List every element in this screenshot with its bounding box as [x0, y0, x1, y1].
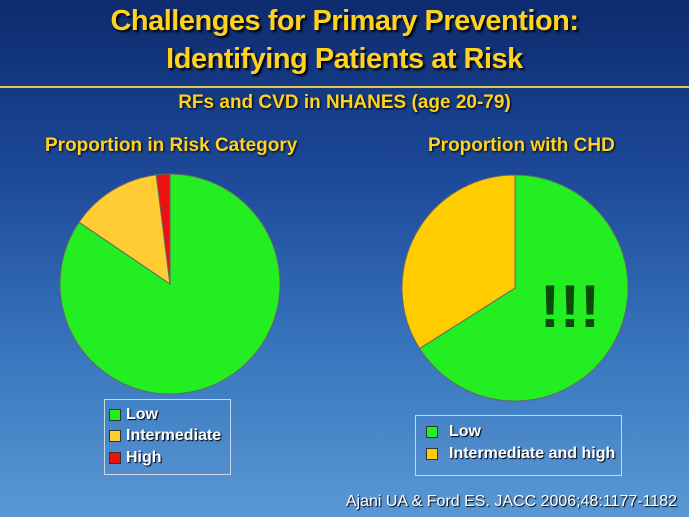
legend-swatch-low [109, 409, 121, 421]
pie-chart-risk-category [59, 173, 281, 395]
legend-risk-category: Low Intermediate High [104, 399, 231, 475]
legend-label-intermediate: Intermediate [126, 427, 222, 444]
legend-item-high: High [109, 449, 162, 467]
legend-item-low: Low [426, 423, 481, 441]
chd-slice-intermediate-and-high [401, 174, 516, 350]
legend-chd: Low Intermediate and high [415, 415, 622, 476]
legend-swatch-intermediate [109, 430, 121, 442]
legend-swatch-low [426, 426, 438, 438]
chd-slice-low [418, 174, 629, 402]
slide-subtitle: RFs and CVD in NHANES (age 20-79) [178, 92, 511, 113]
chart-title-chd: Proportion with CHD [428, 135, 615, 156]
chart-title-risk-category: Proportion in Risk Category [45, 135, 298, 156]
legend-label-high: High [126, 449, 162, 466]
legend-item-low: Low [109, 406, 158, 424]
exclamation-annotation: !!! [540, 273, 600, 340]
legend-label-intermediate-high: Intermediate and high [449, 445, 616, 462]
pie-chart-chd [401, 174, 629, 402]
legend-swatch-intermediate-high [426, 448, 438, 460]
legend-label-low: Low [126, 406, 158, 423]
legend-label-low: Low [449, 423, 481, 440]
legend-item-intermediate-high: Intermediate and high [426, 445, 615, 463]
title-line-1: Challenges for Primary Prevention: [110, 5, 579, 37]
slide-title: Challenges for Primary Prevention: Ident… [0, 2, 689, 78]
title-line-2: Identifying Patients at Risk [166, 43, 523, 75]
risk-slice-high [155, 173, 171, 285]
legend-item-intermediate: Intermediate [109, 427, 221, 445]
citation: Ajani UA & Ford ES. JACC 2006;48:1177-11… [345, 493, 677, 510]
legend-swatch-high [109, 452, 121, 464]
title-divider [0, 86, 689, 88]
risk-slice-intermediate [78, 174, 171, 286]
